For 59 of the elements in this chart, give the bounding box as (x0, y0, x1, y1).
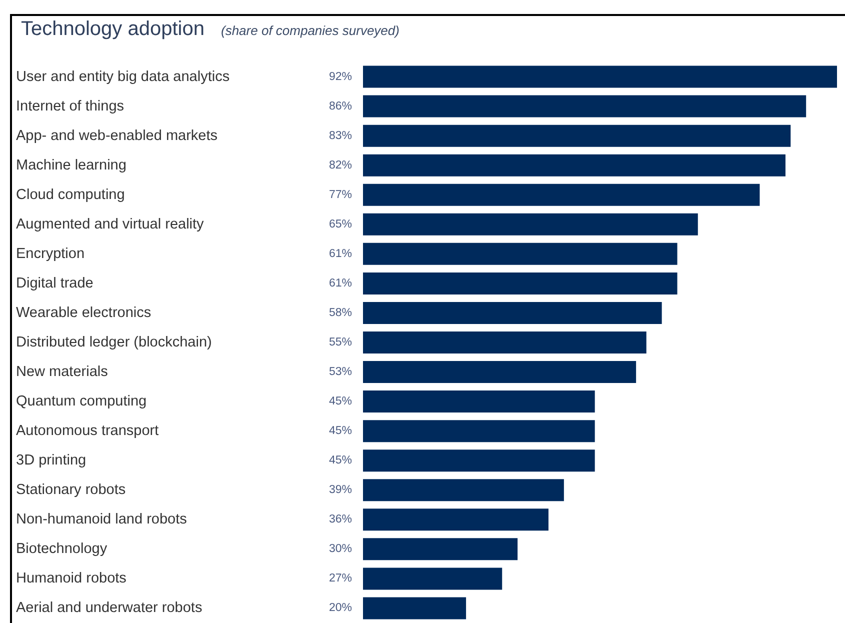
bar (363, 302, 662, 324)
y-tick-label: Machine learning (16, 157, 126, 174)
bar (363, 154, 786, 176)
data-label: 58% (328, 306, 352, 319)
y-tick-label: Biotechnology (16, 541, 108, 558)
data-label: 45% (328, 425, 352, 438)
bar (363, 538, 518, 560)
bar (363, 213, 698, 236)
y-tick-label: Cloud computing (16, 186, 125, 203)
bar (363, 361, 636, 384)
y-tick-label: Non-humanoid land robots (16, 512, 187, 528)
bar (363, 184, 760, 206)
data-label: 82% (328, 159, 352, 172)
text: Technology adoption (21, 18, 204, 40)
y-tick-label: 3D printing (16, 452, 86, 469)
bar (363, 95, 806, 118)
bar (363, 450, 595, 472)
data-label: 61% (328, 277, 352, 290)
y-tick-label: New materials (16, 364, 108, 380)
chart-subtitle: (share of companies surveyed) (221, 23, 400, 38)
data-label: 77% (328, 188, 352, 201)
data-label: 55% (328, 336, 352, 348)
y-tick-label: Internet of things (16, 98, 124, 114)
data-label: 27% (328, 572, 352, 585)
bar (363, 420, 595, 442)
bar (363, 272, 678, 294)
data-label: 65% (328, 218, 352, 230)
y-tick-label: Stationary robots (16, 482, 126, 498)
data-label: 45% (328, 396, 352, 408)
data-label: 83% (328, 130, 352, 142)
y-tick-label: Augmented and virtual reality (16, 216, 205, 232)
bar (363, 508, 548, 531)
y-tick-label: Distributed ledger (blockchain) (16, 334, 212, 350)
data-label: 61% (328, 248, 352, 260)
data-label: 36% (328, 514, 352, 526)
data-label: 92% (328, 70, 352, 83)
y-tick-label: App- and web-enabled markets (16, 128, 218, 144)
bar (363, 332, 646, 354)
data-label: 39% (328, 484, 352, 496)
bar (363, 479, 564, 502)
y-tick-label: Encryption (16, 246, 85, 262)
data-label: 45% (328, 454, 352, 467)
bar (363, 597, 466, 620)
y-tick-label: Humanoid robots (16, 570, 126, 587)
bar (363, 242, 678, 265)
y-tick-label: Aerial and underwater robots (16, 600, 202, 616)
data-label: 53% (328, 366, 352, 378)
data-label: 30% (328, 543, 352, 556)
data-label: 86% (328, 100, 352, 112)
y-tick-label: Autonomous transport (16, 423, 159, 440)
data-label: 20% (328, 602, 352, 614)
bar (363, 568, 502, 590)
bar (363, 66, 837, 88)
bar (363, 124, 791, 147)
y-tick-label: Digital trade (16, 275, 94, 292)
bar (363, 390, 595, 413)
y-tick-label: Quantum computing (16, 394, 147, 410)
y-tick-label: Wearable electronics (16, 304, 152, 321)
y-tick-label: User and entity big data analytics (16, 68, 230, 85)
